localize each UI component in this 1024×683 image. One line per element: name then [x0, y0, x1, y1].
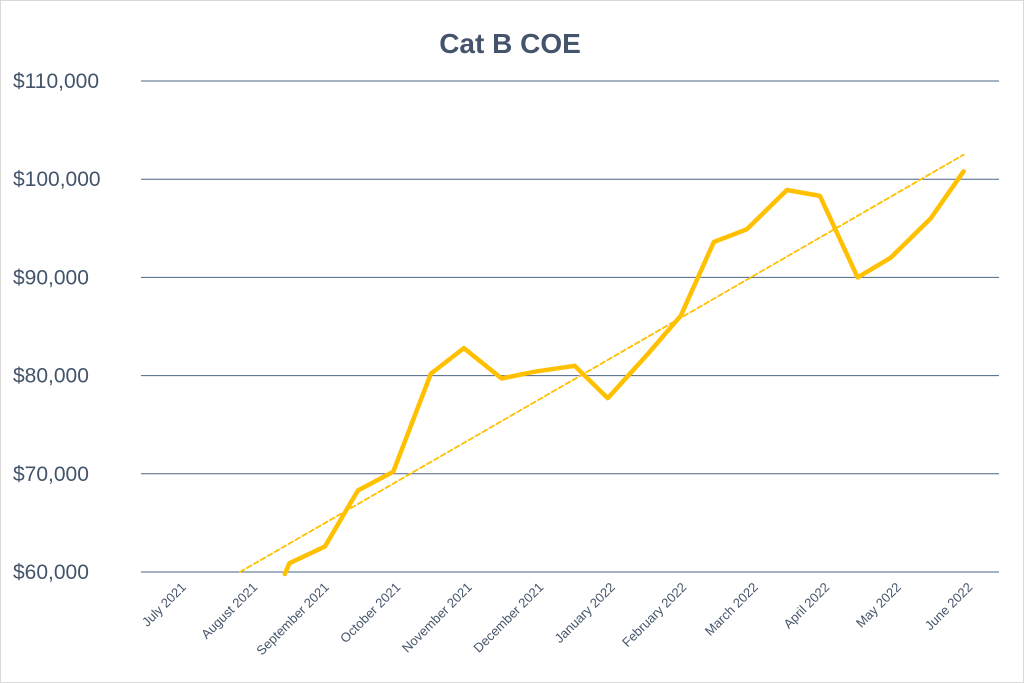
data-point [430, 373, 432, 375]
trendline [239, 153, 965, 573]
x-tick-label: December 2021 [470, 580, 546, 656]
data-point [786, 189, 788, 191]
data-point [534, 371, 536, 373]
data-point [713, 241, 715, 243]
x-tick-label: May 2022 [853, 580, 904, 631]
data-point [357, 489, 359, 491]
data-point [930, 217, 932, 219]
y-tick-label: $70,000 [13, 463, 89, 486]
series-line [282, 169, 966, 577]
data-point [819, 195, 821, 197]
data-point [963, 170, 965, 172]
data-point [574, 365, 576, 367]
x-tick-label: January 2022 [552, 580, 618, 646]
data-point [607, 397, 609, 399]
gridlines [141, 80, 999, 573]
y-tick-label: $60,000 [13, 561, 89, 584]
x-tick-label: October 2021 [337, 580, 403, 646]
x-tick-label: September 2021 [253, 580, 332, 659]
x-tick-label: April 2022 [780, 580, 832, 632]
data-point [284, 573, 286, 575]
data-point [680, 315, 682, 317]
data-point [647, 353, 649, 355]
y-tick-label: $90,000 [13, 266, 89, 289]
data-point [501, 378, 503, 380]
y-tick-label: $100,000 [13, 168, 101, 191]
x-tick-label: August 2021 [198, 580, 260, 642]
data-point [857, 276, 859, 278]
data-point [463, 347, 465, 349]
x-tick-label: November 2021 [399, 580, 475, 656]
data-point [890, 257, 892, 259]
y-axis-tick-labels: $60,000 $70,000 $80,000 $90,000 $100,000 $110… [13, 70, 101, 584]
x-tick-label: June 2022 [922, 580, 976, 634]
y-tick-label: $110,000 [13, 70, 99, 93]
y-tick-label: $80,000 [13, 365, 89, 388]
data-point [289, 562, 290, 564]
x-tick-label: March 2022 [702, 580, 761, 639]
x-tick-label: July 2021 [139, 580, 189, 630]
data-point [746, 228, 748, 230]
data-point [392, 471, 394, 473]
series-layer [239, 153, 966, 577]
x-tick-label: February 2022 [619, 580, 689, 650]
chart-title: Cat B COE [439, 28, 581, 59]
data-point [324, 545, 326, 547]
